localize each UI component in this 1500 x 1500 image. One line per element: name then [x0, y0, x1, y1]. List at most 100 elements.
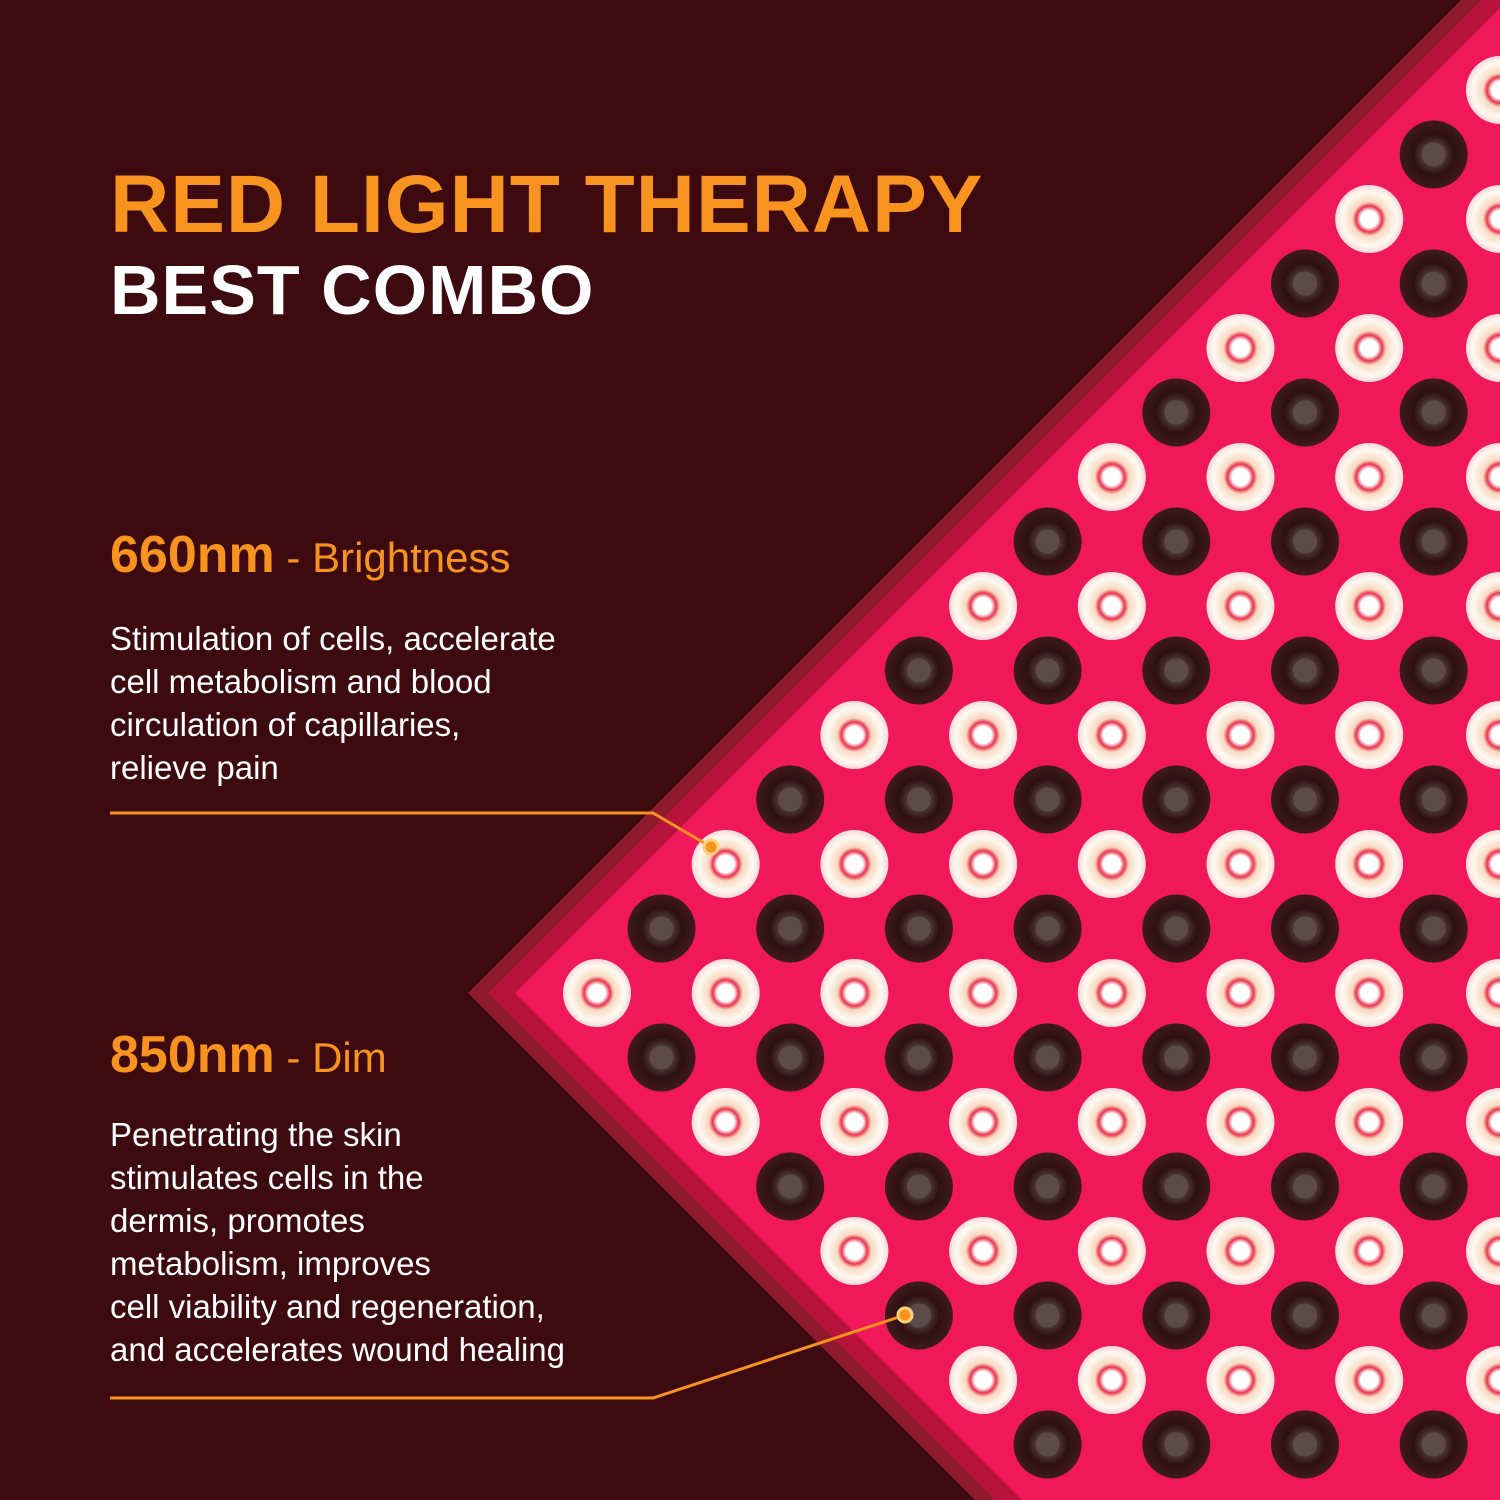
led-chip: [1293, 1045, 1317, 1070]
led-660nm: [1206, 959, 1275, 1027]
wavelength: 850nm: [110, 1026, 275, 1084]
led-660nm: [1206, 701, 1275, 769]
led-chip: [906, 916, 931, 941]
description-line: Stimulation of cells, accelerate: [110, 620, 556, 657]
led-660nm: [949, 959, 1018, 1027]
led-660nm: [820, 1088, 889, 1156]
led-chip: [1293, 1303, 1317, 1328]
led-660nm: [1335, 1346, 1404, 1414]
led-chip: [1293, 916, 1317, 941]
callout-dot-850nm: [896, 1306, 914, 1324]
led-660nm: [949, 1217, 1018, 1285]
led-660nm: [1206, 443, 1275, 511]
led-chip: [1421, 787, 1446, 812]
led-chip: [1293, 658, 1317, 683]
led-chip: [906, 1045, 931, 1070]
led-chip: [906, 1303, 931, 1328]
led-chip: [1164, 529, 1189, 554]
led-660nm: [1466, 56, 1500, 124]
led-660nm: [1077, 1217, 1146, 1285]
led-660nm: [1335, 1217, 1404, 1285]
led-660nm: [949, 1088, 1018, 1156]
led-chip: [1164, 1045, 1189, 1070]
led-chip: [1164, 1174, 1189, 1199]
led-660nm: [1466, 572, 1500, 640]
led-660nm: [1206, 830, 1275, 898]
led-chip: [778, 787, 803, 812]
led-660nm: [1466, 314, 1500, 382]
wavelength-label: - Brightness: [274, 534, 511, 581]
led-chip: [778, 916, 803, 941]
led-660nm: [820, 1217, 889, 1285]
led-chip: [1035, 1432, 1060, 1457]
page-title: RED LIGHT THERAPY: [110, 159, 984, 250]
led-660nm: [1466, 830, 1500, 898]
led-660nm: [1335, 701, 1404, 769]
led-chip: [1421, 529, 1446, 554]
led-chip: [1035, 1045, 1060, 1070]
led-660nm: [1466, 443, 1500, 511]
led-660nm: [949, 1346, 1018, 1414]
led-660nm: [1466, 701, 1500, 769]
led-chip: [906, 658, 931, 683]
feature-description-660nm: Stimulation of cells, accelerate cell me…: [110, 617, 710, 789]
led-chip: [1421, 1045, 1446, 1070]
led-660nm: [1077, 701, 1146, 769]
led-chip: [1293, 1432, 1317, 1457]
description-line: stimulates cells in the: [110, 1159, 424, 1196]
led-chip: [1421, 400, 1446, 425]
description-line: relieve pain: [110, 749, 279, 786]
led-chip: [1293, 1174, 1317, 1199]
led-660nm: [1077, 830, 1146, 898]
led-660nm: [949, 701, 1018, 769]
callout-dot-660nm: [702, 838, 720, 856]
led-chip: [649, 916, 674, 941]
led-chip: [1421, 142, 1446, 167]
led-chip: [1293, 400, 1317, 425]
led-660nm: [1206, 572, 1275, 640]
led-chip: [1293, 529, 1317, 554]
led-chip: [1421, 1432, 1446, 1457]
led-660nm: [1206, 314, 1275, 382]
led-660nm: [1335, 959, 1404, 1027]
led-660nm: [691, 959, 760, 1027]
led-660nm: [1466, 1346, 1500, 1414]
led-660nm: [820, 830, 889, 898]
led-chip: [649, 1045, 674, 1070]
led-chip: [1421, 1174, 1446, 1199]
led-chip: [1035, 1303, 1060, 1328]
description-line: cell viability and regeneration,: [110, 1288, 545, 1325]
led-chip: [1035, 787, 1060, 812]
led-660nm: [949, 572, 1018, 640]
description-line: metabolism, improves: [110, 1245, 431, 1282]
led-660nm: [1466, 185, 1500, 253]
led-660nm: [1335, 1088, 1404, 1156]
led-chip: [778, 1174, 803, 1199]
callout-660nm: [110, 811, 712, 849]
led-chip: [1293, 271, 1317, 296]
led-chip: [906, 787, 931, 812]
led-chip: [1035, 658, 1060, 683]
page-subtitle: BEST COMBO: [110, 251, 595, 329]
wavelength-label: - Dim: [274, 1034, 387, 1081]
led-chip: [778, 1045, 803, 1070]
led-chip: [1164, 400, 1189, 425]
led-660nm: [1077, 959, 1146, 1027]
callout-850nm: [110, 1313, 906, 1400]
led-660nm: [691, 1088, 760, 1156]
led-chip: [1035, 916, 1060, 941]
led-chip: [1035, 529, 1060, 554]
led-chip: [1164, 1432, 1189, 1457]
led-660nm: [563, 959, 631, 1027]
led-chip: [1164, 916, 1189, 941]
led-660nm: [1335, 185, 1404, 253]
led-660nm: [1466, 1088, 1500, 1156]
description-line: circulation of capillaries,: [110, 706, 461, 743]
led-660nm: [1077, 443, 1146, 511]
led-660nm: [1077, 572, 1146, 640]
led-chip: [1035, 1174, 1060, 1199]
led-660nm: [1335, 314, 1404, 382]
description-line: Penetrating the skin: [110, 1116, 402, 1153]
description-line: cell metabolism and blood: [110, 663, 492, 700]
